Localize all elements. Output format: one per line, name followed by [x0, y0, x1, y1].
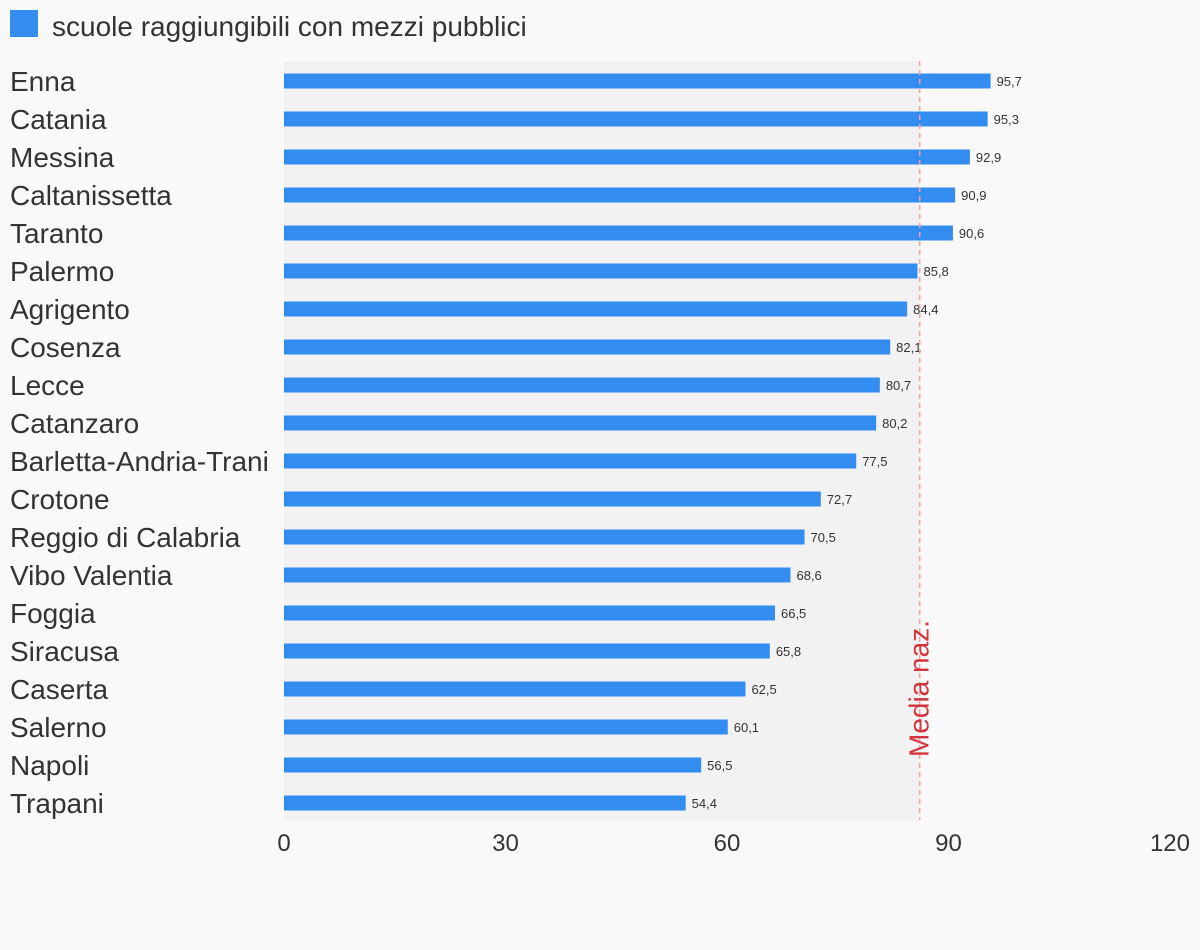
value-label: 62,5 — [751, 682, 776, 697]
category-label: Messina — [10, 142, 115, 173]
value-label: 90,9 — [961, 188, 986, 203]
category-label: Catania — [10, 104, 107, 135]
bar — [284, 567, 791, 583]
bar — [284, 225, 953, 241]
x-tick-label: 30 — [492, 830, 519, 857]
value-label: 84,4 — [913, 302, 938, 317]
value-label: 85,8 — [923, 264, 948, 279]
category-label: Napoli — [10, 750, 89, 781]
value-label: 54,4 — [692, 796, 717, 811]
category-label: Caserta — [10, 674, 108, 705]
value-label: 70,5 — [811, 530, 836, 545]
bar — [284, 339, 891, 355]
bar — [284, 111, 988, 127]
category-label: Reggio di Calabria — [10, 522, 241, 553]
bar — [284, 73, 991, 89]
x-tick-label: 120 — [1150, 830, 1190, 857]
bar — [284, 149, 970, 165]
category-label: Siracusa — [10, 636, 119, 667]
bar — [284, 757, 702, 773]
bar — [284, 795, 686, 811]
category-label: Catanzaro — [10, 408, 139, 439]
bar — [284, 453, 857, 469]
bar — [284, 377, 880, 393]
value-label: 68,6 — [796, 568, 821, 583]
category-label: Caltanissetta — [10, 180, 172, 211]
value-label: 92,9 — [976, 150, 1001, 165]
value-label: 95,3 — [994, 112, 1019, 127]
x-tick-label: 90 — [935, 830, 962, 857]
category-label: Vibo Valentia — [10, 560, 173, 591]
category-label: Salerno — [10, 712, 107, 743]
bar — [284, 529, 805, 545]
legend-label: scuole raggiungibili con mezzi pubblici — [52, 11, 527, 42]
value-label: 80,7 — [886, 378, 911, 393]
bar — [284, 415, 877, 431]
category-label: Foggia — [10, 598, 96, 629]
legend-swatch — [10, 10, 38, 37]
bar — [284, 187, 956, 203]
category-label: Trapani — [10, 788, 104, 819]
bar — [284, 491, 821, 507]
category-label: Barletta-Andria-Trani — [10, 446, 269, 477]
category-label: Palermo — [10, 256, 114, 287]
bar — [284, 263, 918, 279]
reference-line-label: Media naz. — [904, 620, 935, 757]
value-label: 60,1 — [734, 720, 759, 735]
bar — [284, 719, 728, 735]
bar — [284, 643, 770, 659]
value-label: 72,7 — [827, 492, 852, 507]
x-tick-label: 0 — [277, 830, 290, 857]
category-label: Crotone — [10, 484, 110, 515]
category-label: Lecce — [10, 370, 85, 401]
value-label: 82,1 — [896, 340, 921, 355]
category-label: Agrigento — [10, 294, 130, 325]
category-label: Cosenza — [10, 332, 121, 363]
x-tick-label: 60 — [714, 830, 741, 857]
bar — [284, 681, 746, 697]
bar — [284, 301, 908, 317]
value-label: 65,8 — [776, 644, 801, 659]
value-label: 66,5 — [781, 606, 806, 621]
plot-area — [284, 61, 920, 820]
category-label: Taranto — [10, 218, 103, 249]
value-label: 90,6 — [959, 226, 984, 241]
value-label: 56,5 — [707, 758, 732, 773]
value-label: 95,7 — [997, 74, 1022, 89]
value-label: 77,5 — [862, 454, 887, 469]
bar — [284, 605, 775, 621]
value-label: 80,2 — [882, 416, 907, 431]
category-label: Enna — [10, 66, 76, 97]
